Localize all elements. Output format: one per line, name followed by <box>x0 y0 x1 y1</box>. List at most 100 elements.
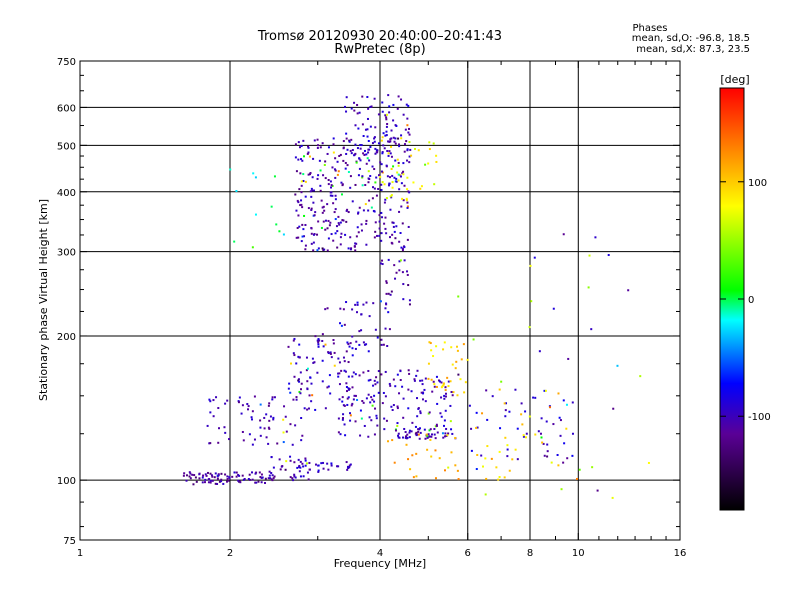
data-point <box>238 474 241 477</box>
data-point <box>356 303 359 306</box>
data-point <box>312 249 315 252</box>
y-tick-label: 500 <box>57 141 76 152</box>
data-point <box>346 341 349 344</box>
data-point <box>289 455 292 458</box>
y-tick-label: 75 <box>63 536 76 547</box>
data-point <box>259 434 262 437</box>
data-point <box>332 143 335 146</box>
data-point <box>419 412 422 415</box>
data-point <box>416 369 419 372</box>
data-point <box>449 404 452 407</box>
data-point <box>248 433 251 436</box>
data-point <box>454 436 457 439</box>
data-point <box>205 474 208 477</box>
data-point <box>475 468 478 471</box>
data-point <box>503 476 506 479</box>
data-point <box>331 194 334 197</box>
data-point <box>534 396 537 399</box>
data-point <box>376 336 379 339</box>
data-point <box>421 398 424 401</box>
data-point <box>304 180 307 183</box>
data-point <box>541 441 544 444</box>
data-point <box>576 477 579 480</box>
data-point <box>565 403 568 406</box>
data-point <box>332 202 335 205</box>
data-point <box>395 429 398 432</box>
data-point <box>370 419 373 422</box>
data-point <box>305 356 308 359</box>
data-point <box>357 127 360 130</box>
data-point <box>349 412 352 415</box>
data-point <box>268 427 271 430</box>
data-point <box>247 478 250 481</box>
data-point <box>427 377 430 380</box>
data-point <box>539 432 542 435</box>
data-point <box>384 370 387 373</box>
data-point <box>442 424 445 427</box>
data-point <box>375 414 378 417</box>
colorbar-label: [deg] <box>720 73 749 86</box>
data-point <box>242 439 245 442</box>
data-point <box>377 187 380 190</box>
data-point <box>522 434 525 437</box>
data-point <box>351 375 354 378</box>
data-point <box>269 415 272 418</box>
data-point <box>464 381 467 384</box>
data-point <box>428 411 431 414</box>
data-point <box>398 436 401 439</box>
data-point <box>455 345 458 348</box>
data-point <box>368 315 371 318</box>
data-point <box>224 473 227 476</box>
data-point <box>405 443 408 446</box>
data-point <box>538 350 541 353</box>
data-point <box>351 386 354 389</box>
data-point <box>291 443 294 446</box>
data-point <box>328 224 331 227</box>
data-point <box>317 464 320 467</box>
data-point <box>418 437 421 440</box>
data-point <box>355 340 358 343</box>
data-point <box>511 458 514 461</box>
data-point <box>298 470 301 473</box>
data-point <box>340 193 343 196</box>
data-point <box>211 475 214 478</box>
data-point <box>337 215 340 218</box>
data-point <box>391 439 394 442</box>
data-point <box>398 260 401 263</box>
data-point <box>460 358 463 361</box>
data-point <box>341 417 344 420</box>
data-point <box>443 341 446 344</box>
data-point <box>298 188 301 191</box>
data-point <box>303 214 306 217</box>
data-point <box>409 468 412 471</box>
data-point <box>486 445 489 448</box>
data-point <box>362 303 365 306</box>
data-point <box>398 174 401 177</box>
data-point <box>442 383 445 386</box>
data-point <box>217 473 220 476</box>
data-point <box>401 385 404 388</box>
data-point <box>443 394 446 397</box>
data-point <box>562 233 565 236</box>
chart-subtitle: RwPretec (8p) <box>334 42 425 57</box>
data-point <box>406 188 409 191</box>
data-point <box>339 153 342 156</box>
data-point <box>348 387 351 390</box>
data-point <box>341 400 344 403</box>
data-point <box>293 354 296 357</box>
data-point <box>278 230 281 233</box>
data-point <box>347 465 350 468</box>
data-point <box>410 390 413 393</box>
data-point <box>317 247 320 250</box>
data-point <box>348 139 351 142</box>
data-point <box>407 458 410 461</box>
data-point <box>376 424 379 427</box>
data-point <box>417 430 420 433</box>
data-point <box>430 349 433 352</box>
data-point <box>396 422 399 425</box>
data-point <box>396 424 399 427</box>
data-point <box>354 143 357 146</box>
data-point <box>303 155 306 158</box>
data-point <box>326 203 329 206</box>
data-point <box>398 392 401 395</box>
